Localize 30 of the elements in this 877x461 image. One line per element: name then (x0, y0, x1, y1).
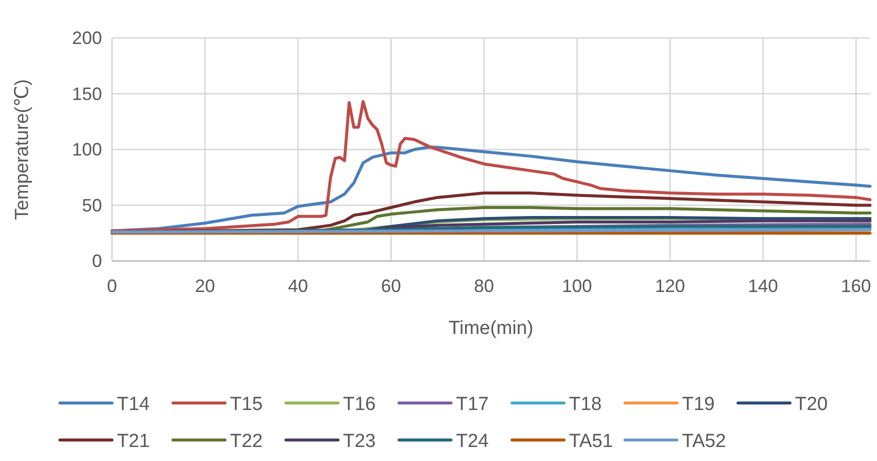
y-tick-label: 150 (72, 84, 102, 104)
legend-label: T15 (230, 394, 263, 415)
x-tick-label: 160 (841, 276, 872, 296)
legend-label: T16 (343, 394, 376, 415)
x-tick-label: 120 (655, 276, 686, 296)
line-series (110, 100, 872, 232)
y-tick-label: 50 (82, 195, 102, 216)
x-tick-label: 100 (562, 276, 592, 296)
x-axis-title: Time(min) (448, 318, 534, 339)
y-tick-label: 100 (72, 140, 102, 160)
legend-label: T14 (117, 394, 150, 415)
legend-label: T19 (682, 394, 715, 415)
legend-label: T23 (343, 431, 376, 452)
x-tick-label: 60 (381, 276, 402, 296)
y-tick-label: 200 (72, 28, 102, 48)
x-tick-label: 40 (288, 276, 308, 296)
x-tick-label: 140 (748, 276, 778, 296)
legend-label: T18 (569, 394, 602, 415)
y-axis-title: Temperature(℃) (12, 79, 33, 220)
x-tick-label: 0 (106, 276, 118, 296)
legend-label: T21 (117, 431, 150, 452)
x-tick-label: 20 (194, 276, 216, 296)
x-tick-label: 80 (474, 276, 494, 296)
legend-label: T24 (456, 431, 490, 452)
y-tick-label: 0 (92, 251, 102, 271)
legend-label: T22 (230, 431, 263, 452)
legend-label: TA52 (682, 431, 726, 452)
legend-label: T20 (795, 394, 828, 415)
legend-label: T17 (456, 394, 489, 415)
legend-label: TA51 (569, 431, 614, 452)
